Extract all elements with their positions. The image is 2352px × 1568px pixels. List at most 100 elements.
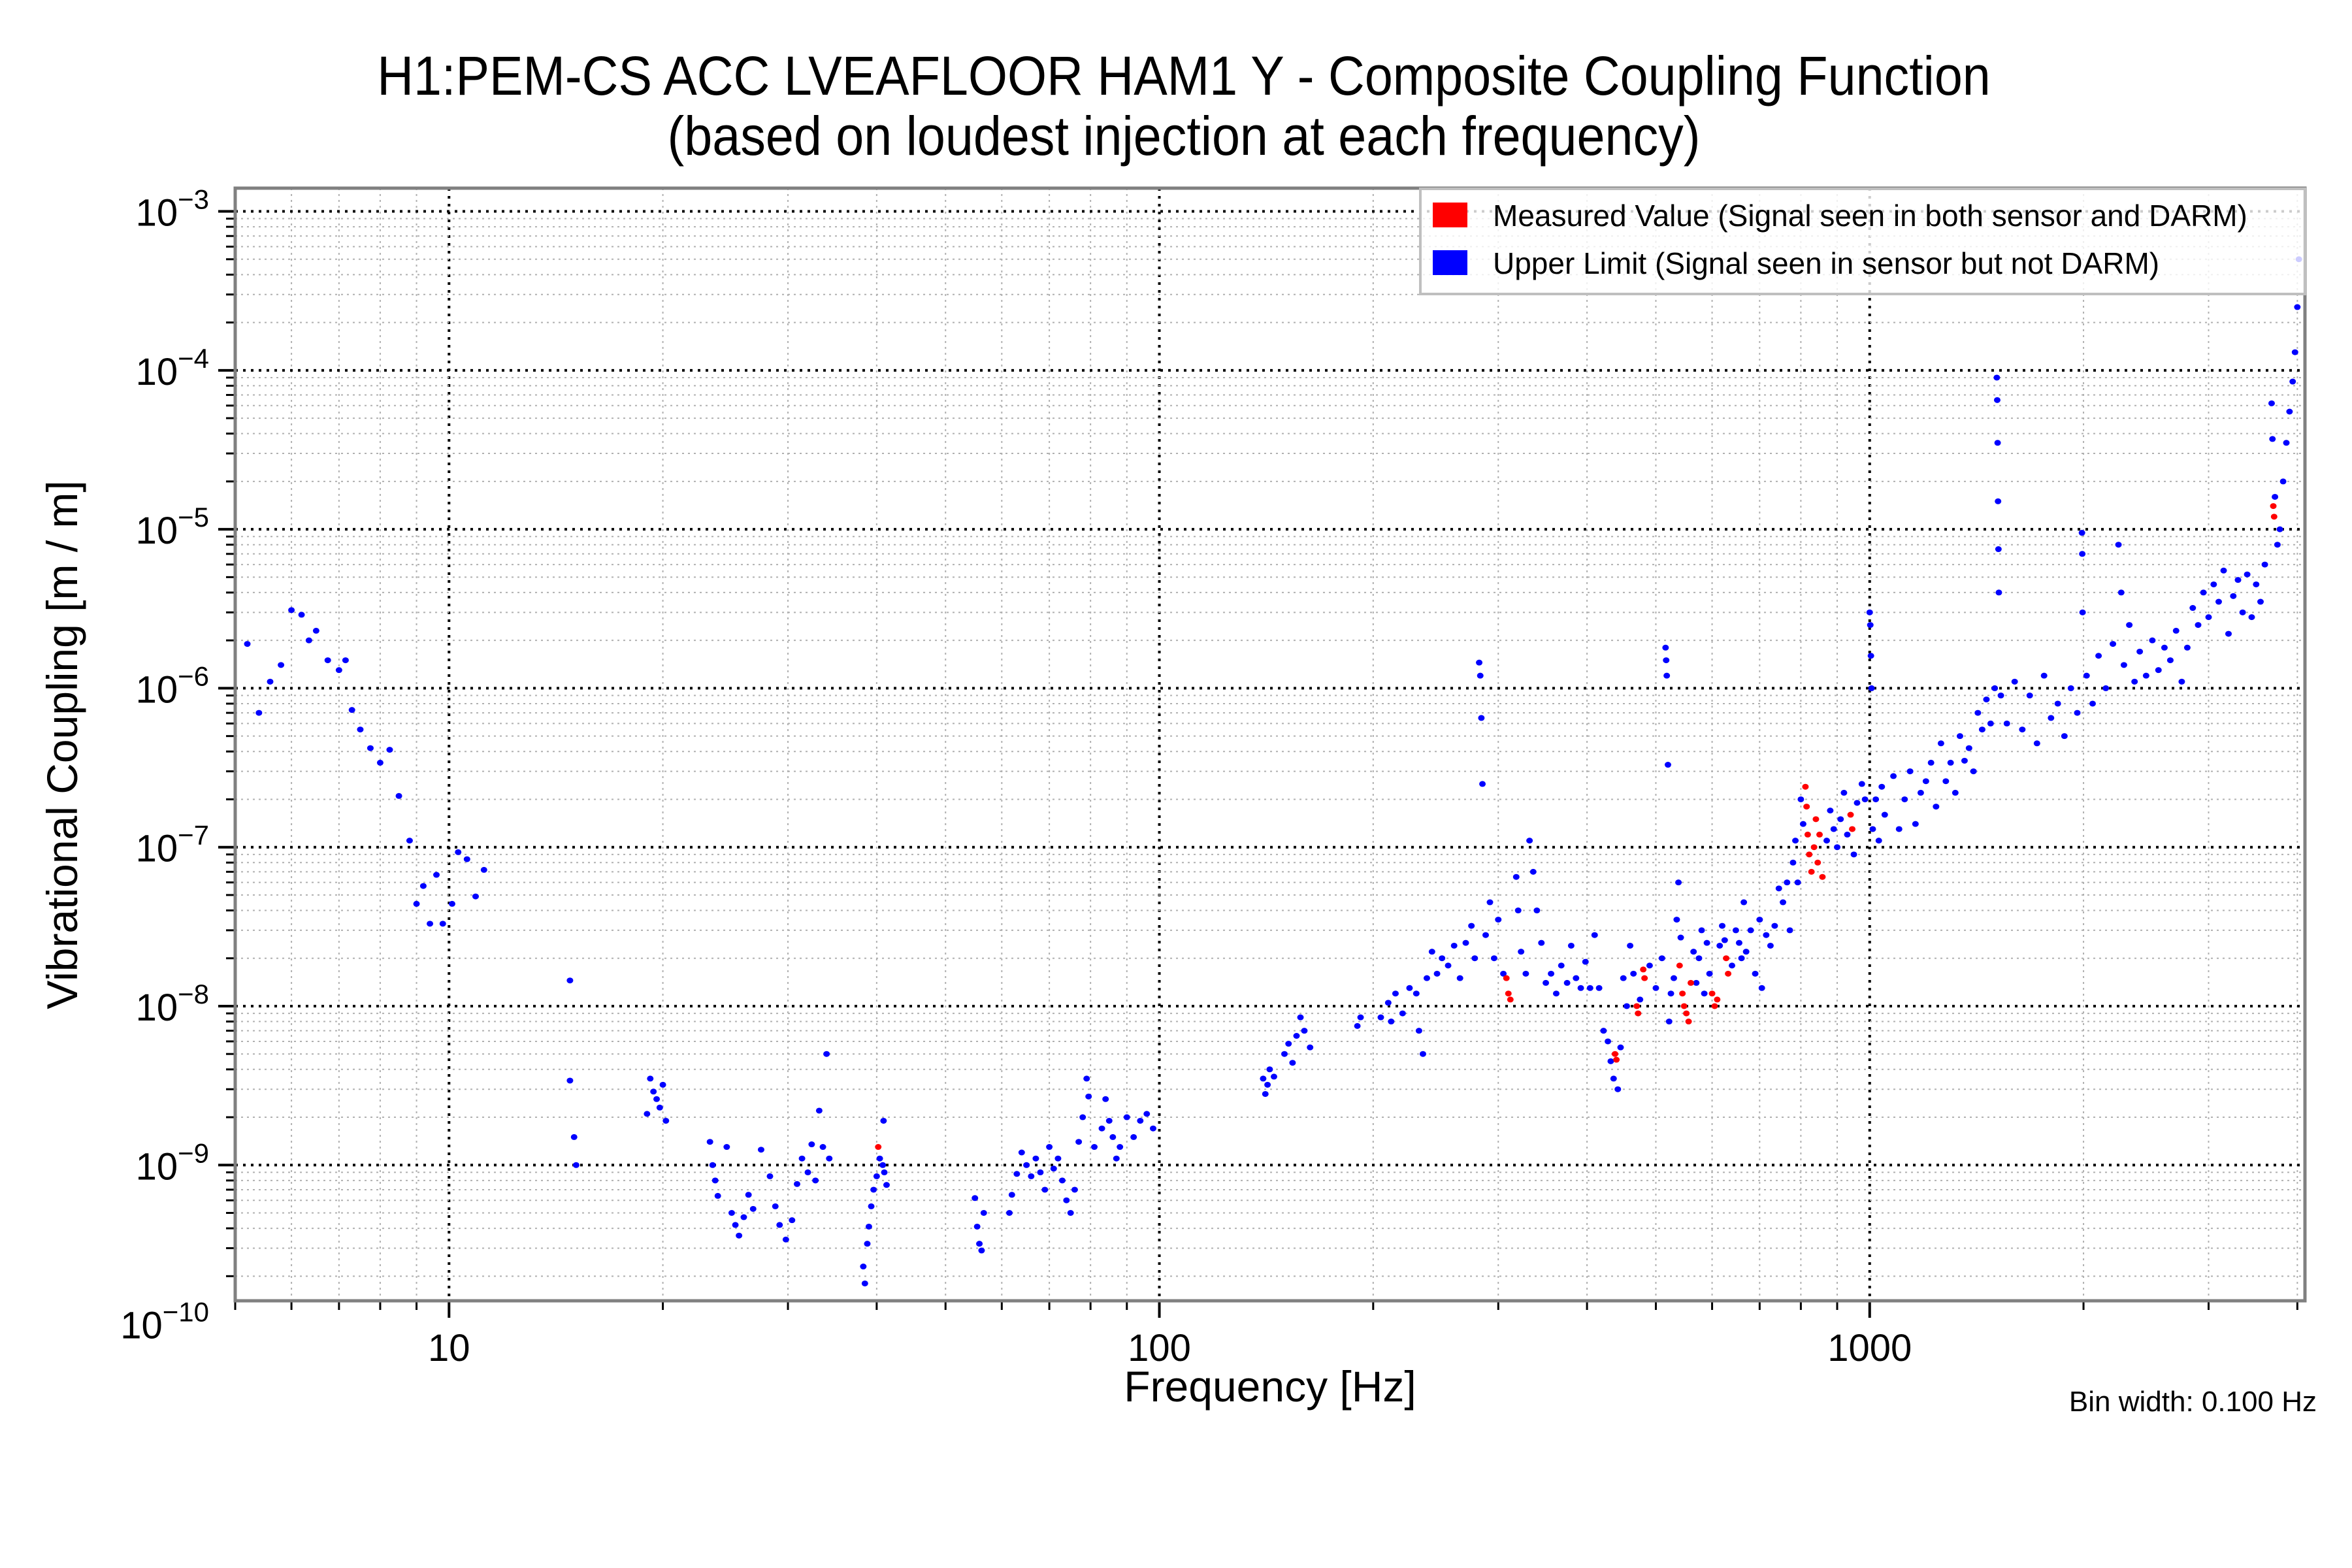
data-point <box>1607 1058 1614 1064</box>
data-point <box>1933 804 1939 809</box>
data-point <box>1867 610 1873 615</box>
data-point <box>1811 844 1818 850</box>
data-point <box>288 607 295 613</box>
data-point <box>2269 436 2276 442</box>
data-point <box>1515 907 1522 913</box>
data-point <box>1802 784 1808 790</box>
data-point <box>566 1077 573 1083</box>
data-point <box>972 1195 978 1201</box>
data-point <box>1699 927 1705 933</box>
legend-label-measured: Measured Value (Signal seen in both sens… <box>1493 199 2247 233</box>
data-point <box>740 1215 747 1220</box>
data-point <box>2206 614 2212 620</box>
data-point <box>1618 1045 1624 1051</box>
data-point <box>440 921 446 926</box>
data-point <box>1641 975 1648 981</box>
data-point <box>1723 955 1729 961</box>
data-point <box>1613 1057 1620 1063</box>
y-tick-label: 10−10 <box>120 1297 209 1347</box>
data-point <box>1612 1051 1618 1057</box>
data-point <box>1614 1086 1621 1092</box>
y-tick-exponent: −8 <box>178 979 209 1009</box>
data-point <box>1739 955 1745 961</box>
data-point <box>2230 593 2236 599</box>
data-point <box>653 1096 660 1102</box>
data-point <box>1301 1028 1307 1034</box>
data-point <box>1117 1144 1123 1150</box>
data-point <box>1640 966 1646 972</box>
data-point <box>1957 733 1963 739</box>
data-point <box>1784 879 1790 885</box>
data-point <box>1748 927 1754 933</box>
y-tick-label: 10−5 <box>136 502 209 552</box>
data-point <box>1756 917 1763 923</box>
data-point <box>1987 721 1994 727</box>
data-point <box>1686 1019 1692 1024</box>
data-point <box>464 857 470 862</box>
data-point <box>877 1156 883 1162</box>
data-point <box>306 638 312 644</box>
data-point <box>2272 494 2278 500</box>
data-point <box>1143 1111 1150 1117</box>
data-point <box>1071 1186 1078 1192</box>
data-point <box>2048 715 2054 721</box>
data-point <box>1663 673 1670 679</box>
data-point <box>868 1203 875 1209</box>
y-tick-exponent: −10 <box>163 1297 209 1328</box>
data-point <box>1445 962 1452 968</box>
data-point <box>745 1192 752 1198</box>
data-point <box>1970 768 1977 774</box>
data-point <box>1938 740 1944 746</box>
data-point <box>420 883 427 889</box>
data-point <box>2240 610 2246 615</box>
data-point <box>1740 900 1747 906</box>
data-point <box>1912 821 1919 827</box>
y-tick-base: 10 <box>120 1305 163 1347</box>
data-point <box>1023 1162 1030 1168</box>
data-point <box>1701 990 1708 996</box>
data-point <box>1789 860 1796 866</box>
y-tick-base: 10 <box>136 192 178 235</box>
data-point <box>1806 851 1812 857</box>
data-point <box>981 1210 987 1216</box>
data-point <box>1091 1144 1098 1150</box>
data-point <box>1150 1126 1156 1132</box>
data-point <box>2102 685 2109 691</box>
data-point <box>736 1233 742 1239</box>
data-point <box>2004 721 2010 727</box>
data-point <box>1671 975 1677 981</box>
data-point <box>1610 1075 1617 1081</box>
data-point <box>1271 1073 1277 1079</box>
data-point <box>427 921 433 926</box>
y-tick-label: 10−3 <box>136 184 209 235</box>
data-point <box>1068 1210 1074 1216</box>
data-point <box>1124 1115 1130 1120</box>
data-point <box>377 760 384 766</box>
data-point <box>2225 631 2232 637</box>
data-point <box>647 1075 653 1081</box>
data-point <box>1471 955 1478 961</box>
data-point <box>1624 1003 1630 1009</box>
data-point <box>723 1144 730 1150</box>
data-point <box>1605 1038 1611 1044</box>
data-point <box>1831 826 1837 832</box>
data-point <box>1663 657 1669 663</box>
data-point <box>1725 971 1731 977</box>
data-point <box>1137 1118 1143 1124</box>
data-point <box>1792 838 1799 843</box>
y-tick-exponent: −7 <box>178 820 209 851</box>
data-point <box>799 1156 806 1162</box>
data-point <box>571 1134 578 1140</box>
data-point <box>1635 1011 1641 1017</box>
data-point <box>710 1162 716 1168</box>
data-point <box>1716 943 1723 949</box>
data-point <box>1037 1169 1043 1175</box>
data-point <box>1844 832 1850 838</box>
y-tick-label: 10−4 <box>136 343 209 393</box>
data-point <box>1995 546 2002 552</box>
data-point <box>267 679 274 685</box>
data-point <box>1800 821 1806 827</box>
data-point <box>1707 971 1713 977</box>
legend-label-upper-limit: Upper Limit (Signal seen in sensor but n… <box>1493 246 2159 280</box>
x-tick-label: 10 <box>428 1327 470 1369</box>
